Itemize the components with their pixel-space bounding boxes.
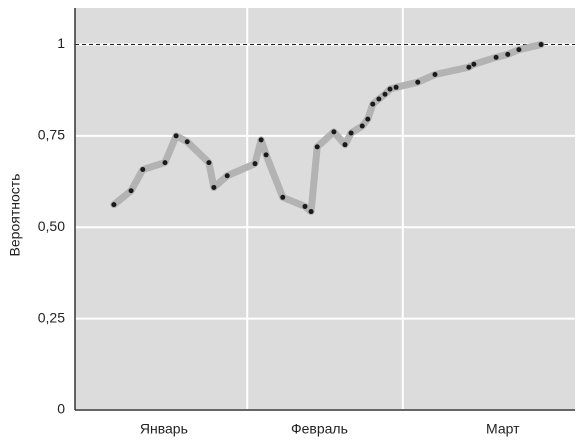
y-tick-label: 1 bbox=[57, 35, 65, 51]
point bbox=[252, 161, 258, 167]
point bbox=[280, 194, 286, 200]
point bbox=[538, 42, 544, 48]
y-tick-label: 0,25 bbox=[38, 309, 65, 325]
point bbox=[387, 86, 393, 92]
point bbox=[376, 96, 382, 102]
point bbox=[365, 116, 371, 122]
plot-background bbox=[75, 8, 575, 410]
line bbox=[110, 41, 545, 216]
point bbox=[211, 184, 217, 190]
point bbox=[206, 160, 212, 166]
point bbox=[314, 144, 320, 150]
point bbox=[173, 133, 179, 139]
point bbox=[331, 129, 337, 135]
point bbox=[432, 72, 438, 78]
point bbox=[258, 137, 264, 143]
x-tick-label: Февраль bbox=[291, 421, 348, 437]
point bbox=[471, 61, 477, 67]
point bbox=[382, 91, 388, 97]
point bbox=[493, 54, 499, 60]
point bbox=[342, 142, 348, 148]
x-tick-label: Январь bbox=[140, 421, 188, 437]
y-tick-label: 0 bbox=[57, 401, 65, 417]
y-axis-label: Вероятность bbox=[7, 174, 23, 257]
point bbox=[128, 188, 134, 194]
point bbox=[348, 130, 354, 136]
point bbox=[505, 51, 511, 57]
point bbox=[370, 101, 376, 107]
point bbox=[466, 64, 472, 70]
point bbox=[393, 84, 399, 90]
point bbox=[224, 173, 230, 179]
point bbox=[516, 47, 522, 53]
point bbox=[140, 167, 146, 173]
x-tick-label: Март bbox=[486, 421, 520, 437]
point bbox=[111, 202, 117, 208]
point bbox=[308, 209, 314, 215]
point bbox=[184, 139, 190, 145]
point bbox=[302, 203, 308, 209]
y-tick-label: 0,75 bbox=[38, 127, 65, 143]
point bbox=[359, 123, 365, 129]
point bbox=[263, 152, 269, 158]
point bbox=[415, 79, 421, 85]
y-tick-label: 0,50 bbox=[38, 218, 65, 234]
point bbox=[162, 160, 168, 166]
